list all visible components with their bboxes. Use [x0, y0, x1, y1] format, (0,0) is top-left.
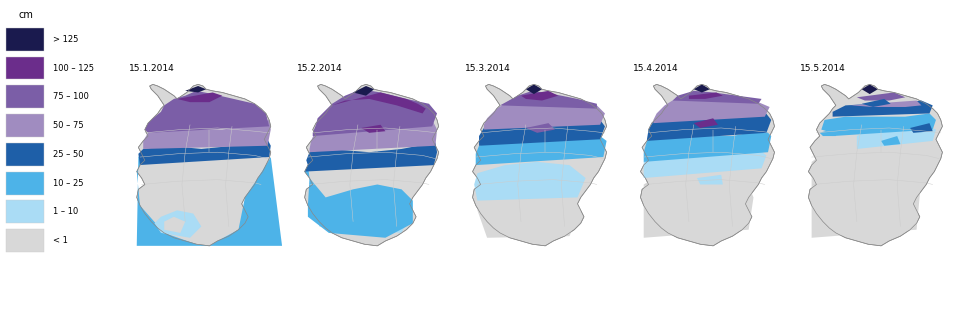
Polygon shape: [374, 210, 390, 227]
Polygon shape: [332, 93, 426, 113]
Polygon shape: [185, 86, 207, 93]
Polygon shape: [138, 139, 271, 165]
Polygon shape: [137, 84, 271, 246]
Bar: [7, 57, 44, 79]
Text: 15.4.2014: 15.4.2014: [632, 64, 678, 73]
Bar: [7, 143, 44, 166]
Text: < 1: < 1: [53, 236, 68, 245]
Polygon shape: [694, 118, 718, 128]
Text: 15.1.2014: 15.1.2014: [128, 64, 175, 73]
Polygon shape: [857, 125, 936, 149]
Polygon shape: [305, 84, 439, 246]
Polygon shape: [647, 112, 771, 141]
Polygon shape: [821, 113, 936, 136]
Bar: [7, 200, 44, 223]
Polygon shape: [154, 210, 202, 238]
Polygon shape: [697, 175, 723, 184]
Bar: [7, 28, 44, 51]
Polygon shape: [526, 123, 555, 133]
Polygon shape: [694, 84, 710, 93]
Text: cm: cm: [18, 10, 34, 20]
Polygon shape: [476, 146, 497, 165]
Polygon shape: [310, 120, 437, 152]
Polygon shape: [313, 89, 437, 136]
Polygon shape: [361, 125, 385, 133]
Polygon shape: [521, 91, 558, 100]
Polygon shape: [862, 99, 891, 107]
Polygon shape: [473, 84, 607, 246]
Polygon shape: [305, 165, 413, 238]
Polygon shape: [833, 100, 933, 117]
Text: 100 – 125: 100 – 125: [53, 63, 94, 73]
Polygon shape: [332, 214, 365, 233]
Polygon shape: [500, 91, 597, 109]
Polygon shape: [653, 93, 770, 123]
Polygon shape: [857, 93, 905, 100]
Polygon shape: [673, 91, 761, 104]
Polygon shape: [641, 84, 775, 246]
Polygon shape: [143, 120, 271, 149]
Text: 50 – 75: 50 – 75: [53, 121, 83, 130]
Polygon shape: [812, 141, 922, 238]
Bar: [7, 114, 44, 137]
Polygon shape: [353, 86, 374, 96]
Polygon shape: [319, 194, 413, 233]
Polygon shape: [145, 91, 269, 133]
Text: 1 – 10: 1 – 10: [53, 207, 78, 216]
Polygon shape: [881, 136, 900, 146]
Polygon shape: [819, 128, 836, 136]
Text: 15.5.2014: 15.5.2014: [800, 64, 846, 73]
Polygon shape: [479, 120, 605, 146]
Polygon shape: [476, 136, 607, 165]
Polygon shape: [862, 84, 878, 94]
Text: 75 – 100: 75 – 100: [53, 92, 89, 101]
Polygon shape: [910, 123, 933, 133]
Polygon shape: [849, 100, 922, 107]
Polygon shape: [644, 165, 754, 238]
Polygon shape: [474, 162, 586, 201]
Bar: [7, 85, 44, 108]
Text: 15.2.2014: 15.2.2014: [296, 64, 343, 73]
Bar: [7, 229, 44, 252]
Polygon shape: [137, 154, 282, 246]
Polygon shape: [164, 217, 185, 233]
Text: 25 – 50: 25 – 50: [53, 150, 83, 159]
Polygon shape: [689, 93, 723, 99]
Polygon shape: [809, 84, 943, 246]
Polygon shape: [478, 181, 581, 238]
Polygon shape: [305, 143, 437, 172]
Text: 15.3.2014: 15.3.2014: [464, 64, 510, 73]
Polygon shape: [644, 149, 766, 178]
Polygon shape: [178, 93, 222, 102]
Bar: [7, 172, 44, 195]
Polygon shape: [526, 84, 542, 94]
Text: > 125: > 125: [53, 35, 78, 44]
Polygon shape: [644, 129, 771, 162]
Text: 10 – 25: 10 – 25: [53, 179, 83, 188]
Polygon shape: [483, 96, 605, 129]
